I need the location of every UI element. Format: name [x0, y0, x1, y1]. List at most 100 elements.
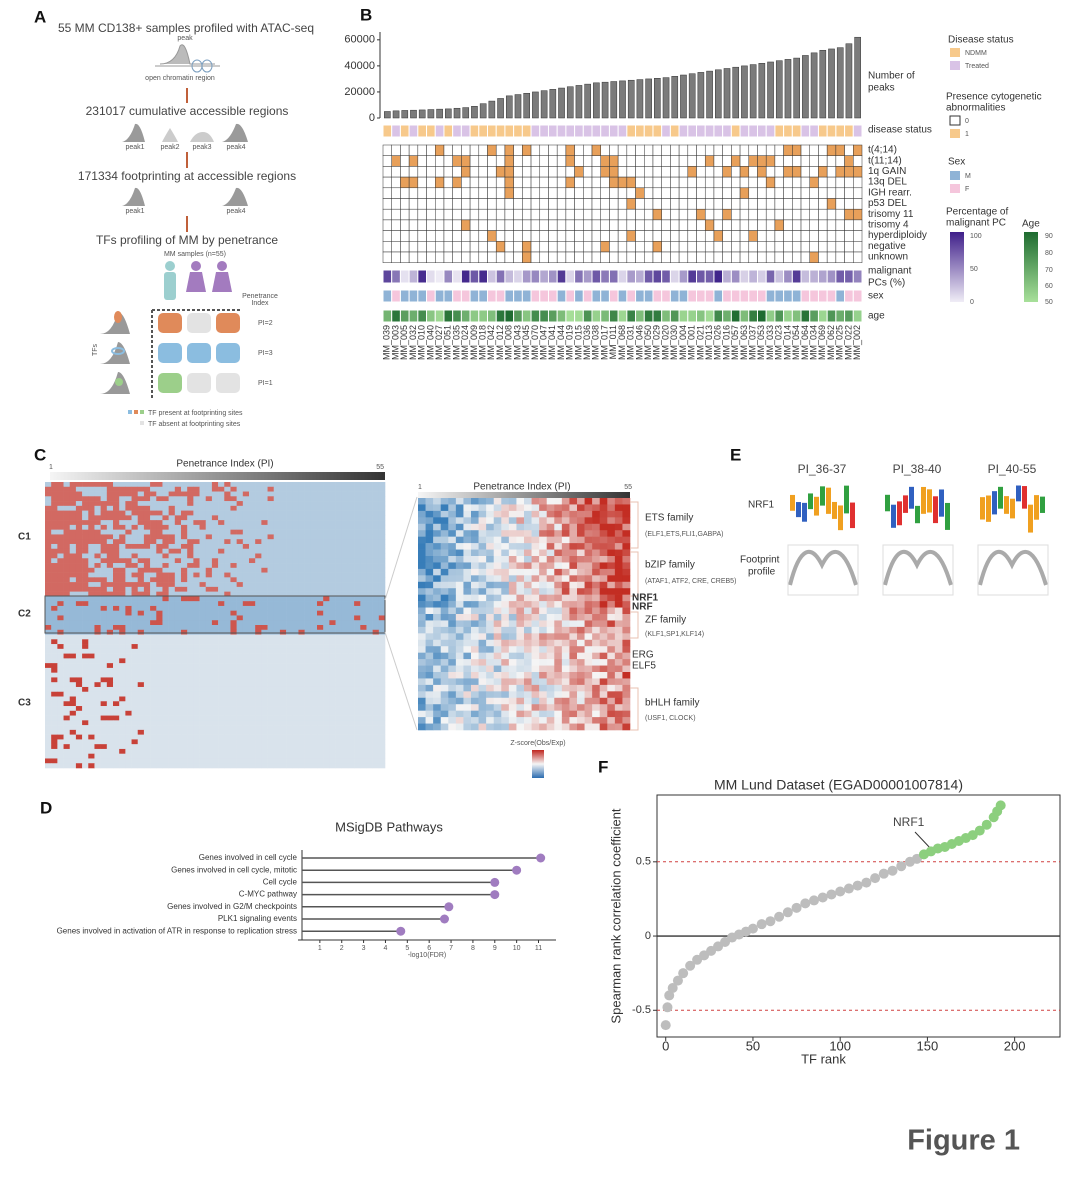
- heatmap-cell: [88, 706, 95, 712]
- heatmap-cell: [75, 763, 83, 769]
- heatmap-cell: [156, 667, 163, 673]
- heatmap-cell: [255, 625, 262, 631]
- heatmap-cell: [187, 734, 194, 740]
- track-cell: [417, 124, 428, 138]
- heatmap-cell: [329, 691, 336, 697]
- heatmap-cell: [516, 697, 525, 705]
- family-name: ZF family: [645, 615, 686, 626]
- logo-letter: [1040, 496, 1045, 513]
- heatmap-cell: [378, 543, 386, 550]
- heatmap-cell: [539, 594, 548, 602]
- heatmap-cell: [51, 601, 58, 607]
- heatmap-cell: [45, 715, 52, 721]
- heatmap-cell: [599, 704, 608, 711]
- heatmap-cell: [323, 548, 330, 554]
- heatmap-cell: [267, 539, 275, 545]
- heatmap-cell: [267, 496, 275, 502]
- track-cell: [609, 166, 619, 178]
- heatmap-cell: [249, 715, 256, 721]
- heatmap-cell: [143, 491, 151, 497]
- heatmap-cell: [622, 543, 631, 550]
- heatmap-cell: [425, 530, 434, 537]
- track-cell: [426, 269, 436, 284]
- heatmap-cell: [501, 530, 510, 537]
- heatmap-cell: [205, 482, 213, 488]
- track-cell: [652, 269, 663, 284]
- heatmap-cell: [242, 501, 250, 507]
- heatmap-cell: [57, 667, 64, 673]
- heatmap-cell: [69, 644, 77, 650]
- heatmap-cell: [347, 720, 355, 726]
- heatmap-cell: [230, 486, 237, 492]
- heatmap-cell: [106, 496, 114, 502]
- heatmap-cell: [137, 648, 145, 654]
- heatmap-cell: [75, 577, 83, 583]
- heatmap-cell: [51, 496, 58, 502]
- heatmap-cell: [69, 558, 77, 564]
- heatmap-cell: [546, 607, 555, 615]
- heatmap-cell: [267, 648, 275, 654]
- heatmap-cell: [51, 667, 58, 673]
- heatmap-cell: [569, 549, 578, 557]
- heatmap-cell: [347, 672, 355, 678]
- track-cell: [539, 230, 549, 242]
- heatmap-cell: [546, 620, 555, 628]
- heatmap-cell: [168, 491, 176, 497]
- track-cell: [504, 155, 514, 167]
- heatmap-cell: [156, 696, 163, 702]
- heatmap-cell: [181, 486, 188, 492]
- heatmap-cell: [360, 501, 367, 507]
- heatmap-cell: [561, 543, 570, 550]
- heatmap-cell: [88, 744, 95, 750]
- heatmap-cell: [508, 665, 517, 673]
- heatmap-cell: [100, 763, 108, 769]
- track-cell: [617, 241, 628, 253]
- track-cell: [443, 241, 453, 253]
- logo-letter: [986, 495, 991, 522]
- heatmap-cell: [323, 524, 330, 530]
- heatmap-cell: [304, 515, 312, 521]
- heatmap-cell: [156, 710, 163, 716]
- heatmap-cell: [187, 572, 194, 578]
- heatmap-cell: [279, 543, 287, 550]
- heatmap-cell: [569, 710, 578, 718]
- heatmap-cell: [546, 568, 555, 576]
- heatmap-cell: [261, 710, 268, 716]
- heatmap-cell: [329, 553, 336, 559]
- heatmap-cell: [119, 553, 126, 559]
- heatmap-cell: [156, 763, 163, 769]
- heatmap-cell: [508, 536, 517, 544]
- heatmap-cell: [360, 591, 367, 597]
- heatmap-cell: [82, 515, 89, 521]
- heatmap-cell: [273, 610, 281, 616]
- heatmap-cell: [106, 520, 114, 526]
- heatmap-cell: [433, 588, 442, 595]
- heatmap-cell: [143, 520, 151, 526]
- heatmap-cell: [471, 633, 479, 641]
- heatmap-cell: [199, 758, 207, 764]
- heatmap-cell: [125, 577, 132, 583]
- heatmap-cell: [156, 648, 163, 654]
- heatmap-cell: [57, 577, 64, 583]
- heatmap-cell: [187, 563, 194, 569]
- heatmap-cell: [273, 658, 281, 664]
- heatmap-cell: [508, 614, 517, 621]
- heatmap-cell: [131, 558, 139, 564]
- heatmap-cell: [599, 504, 608, 512]
- heatmap-cell: [561, 678, 570, 686]
- heatmap-cell: [174, 691, 182, 697]
- heatmap-cell: [539, 717, 548, 724]
- heatmap-cell: [224, 577, 231, 583]
- heatmap-cell: [88, 686, 95, 693]
- heatmap-cell: [205, 539, 213, 545]
- heatmap-cell: [341, 729, 349, 735]
- heatmap-cell: [323, 539, 330, 545]
- heatmap-cell: [554, 659, 563, 666]
- heatmap-cell: [242, 515, 250, 521]
- track-cell: [556, 269, 567, 284]
- heatmap-cell: [230, 691, 237, 697]
- heatmap-cell: [236, 725, 244, 731]
- heatmap-cell: [508, 504, 517, 512]
- heatmap-cell: [51, 720, 58, 726]
- heatmap-cell: [205, 753, 213, 759]
